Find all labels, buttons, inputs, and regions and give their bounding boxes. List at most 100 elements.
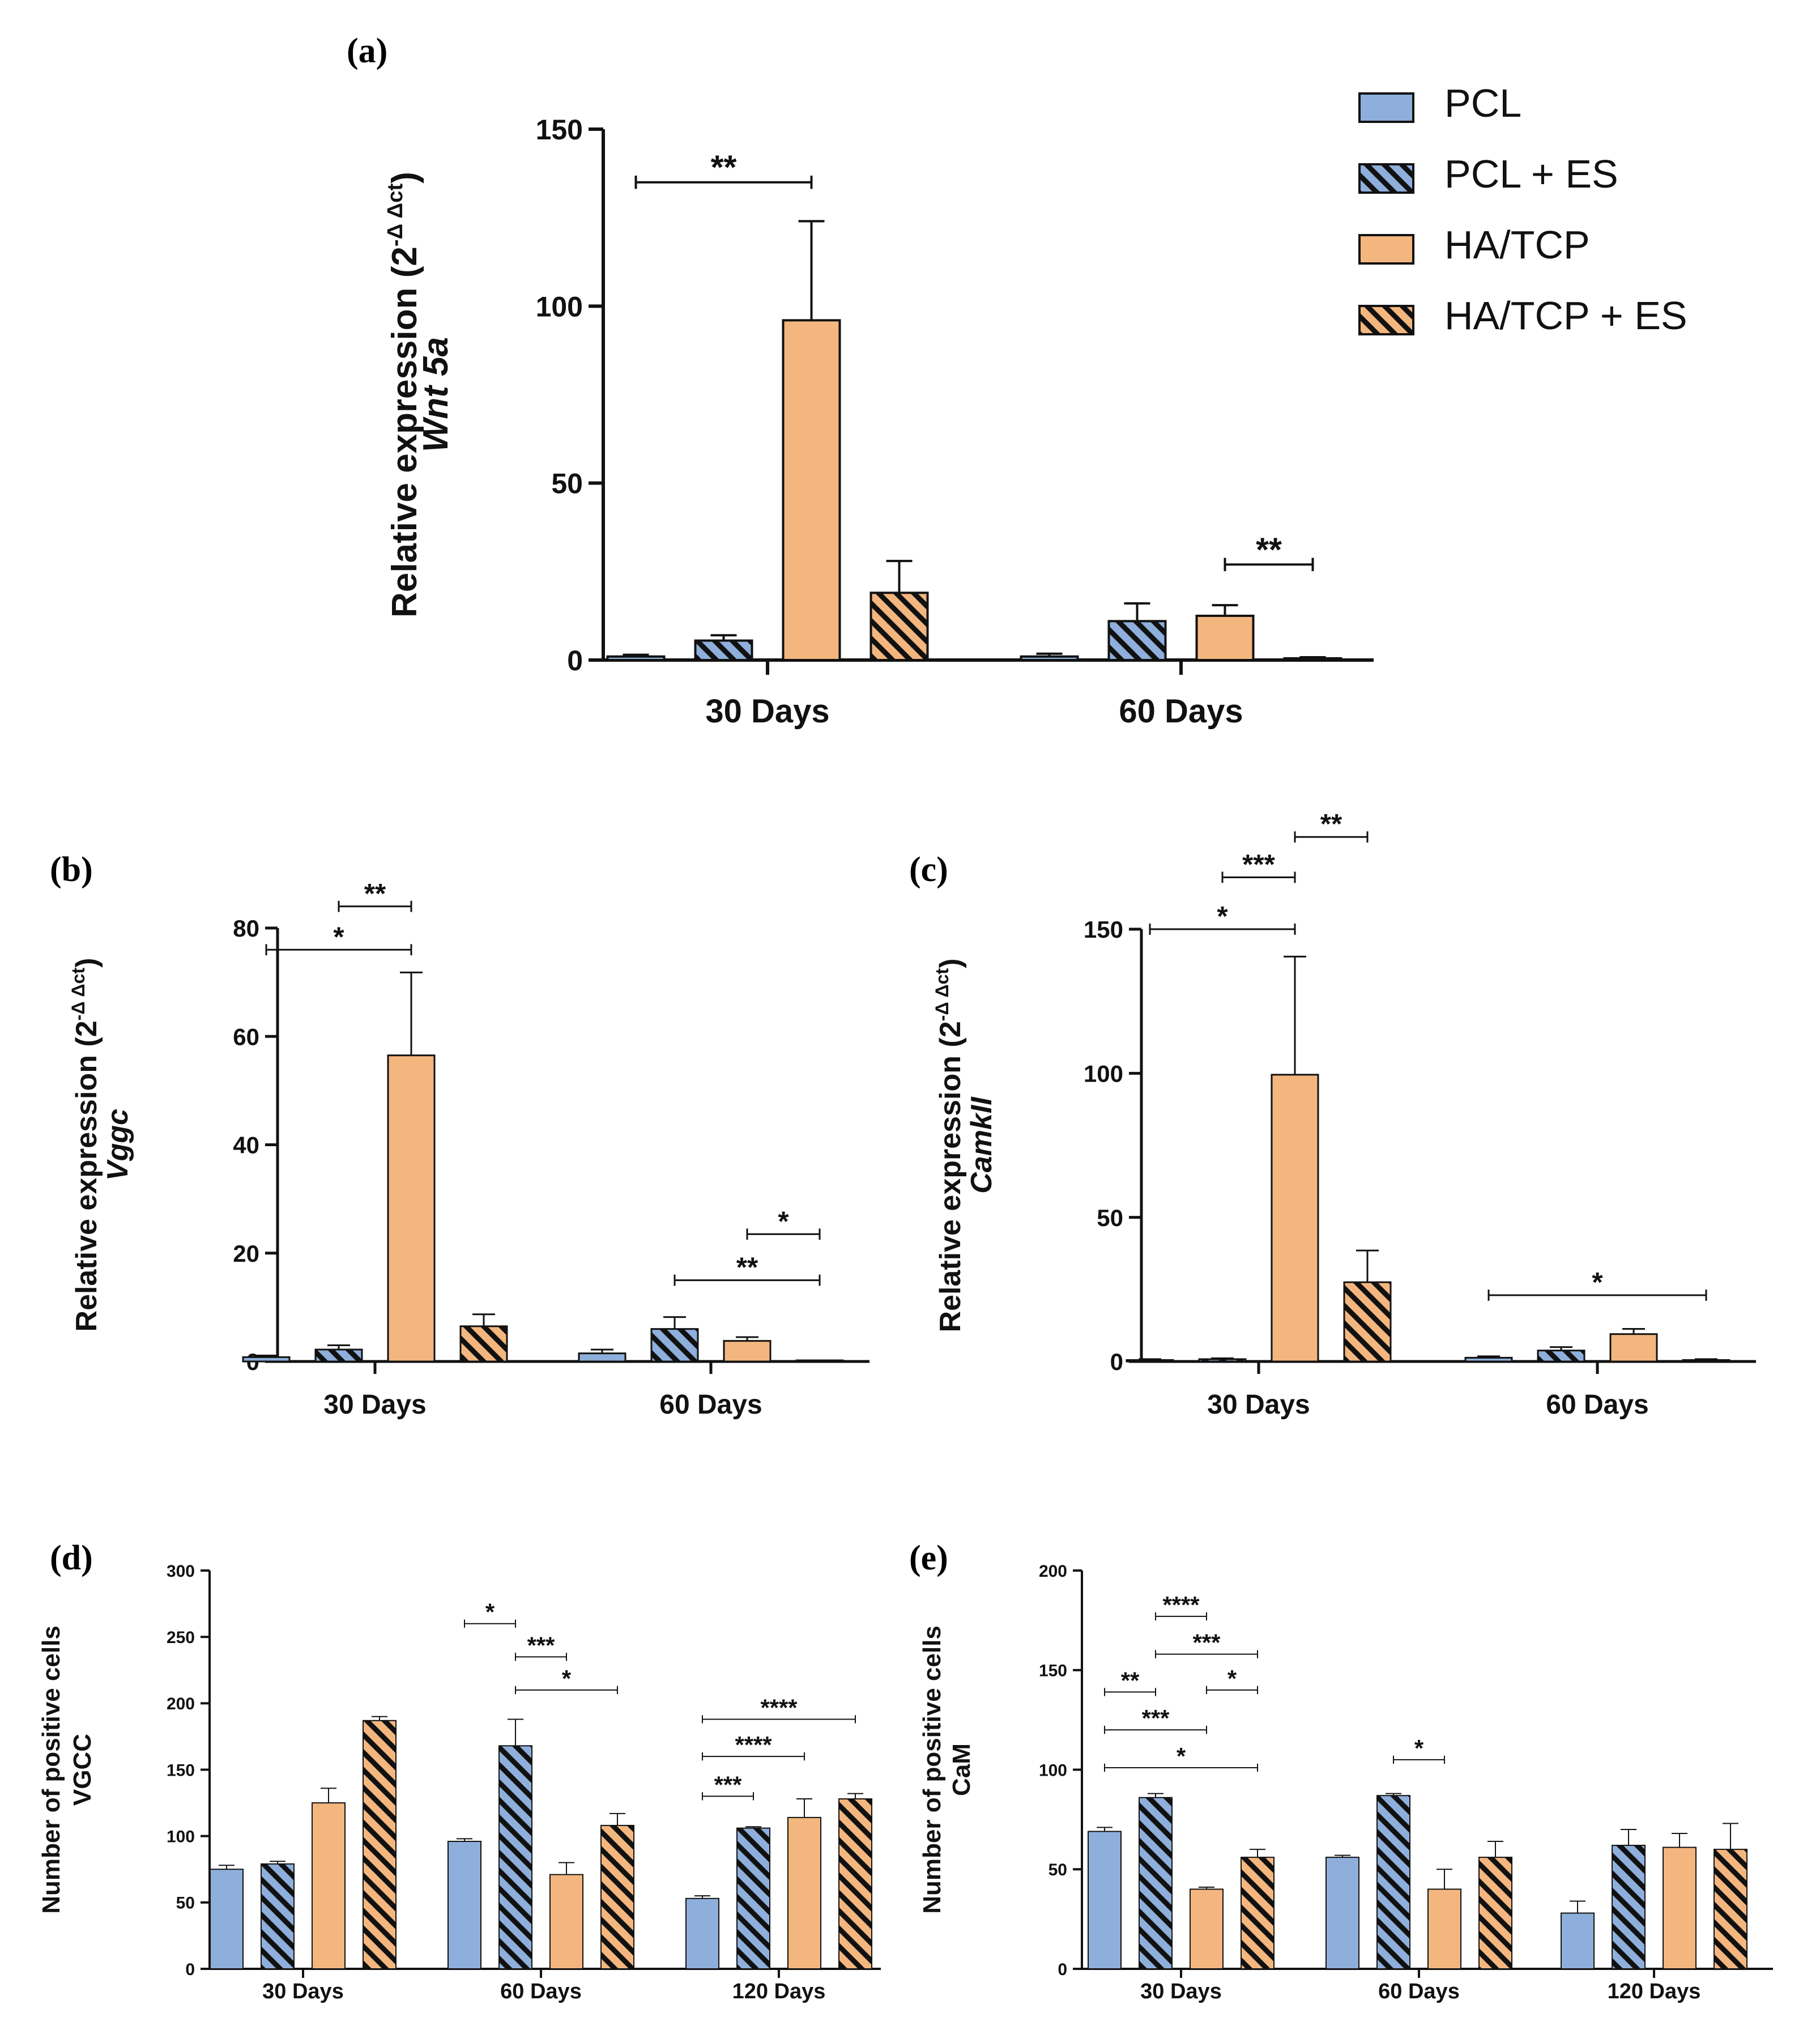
category-label-120-days: 120 Days bbox=[1608, 1980, 1701, 2003]
bar-pcl-120-days bbox=[1561, 1912, 1595, 1970]
y-tick-label: 300 bbox=[167, 1562, 195, 1581]
category-label-30-days: 30 Days bbox=[705, 693, 829, 730]
significance-label: ** bbox=[1121, 1667, 1140, 1693]
category-label-30-days: 30 Days bbox=[323, 1390, 426, 1420]
bar-pcl-es-30-days bbox=[694, 639, 753, 661]
significance-label: **** bbox=[735, 1731, 772, 1758]
bar-ha-tcp-es-60-days bbox=[1478, 1857, 1512, 1969]
y-axis-subtitle: Wnt 5a bbox=[416, 337, 455, 452]
significance-label: * bbox=[1177, 1743, 1186, 1769]
significance-label: *** bbox=[1193, 1629, 1221, 1656]
significance-label: * bbox=[778, 1206, 789, 1237]
significance-label: * bbox=[1217, 901, 1228, 932]
y-tick-label: 250 bbox=[167, 1628, 195, 1647]
bar-pcl-es-120-days bbox=[736, 1827, 770, 1970]
bar-ha-tcp-30-days bbox=[387, 1054, 436, 1363]
bar-ha-tcp-es-120-days bbox=[1714, 1849, 1747, 1970]
bar-ha-tcp-60-days bbox=[723, 1340, 772, 1363]
legend: PCL PCL + ES HA/TCP HA/TCP + ES bbox=[1358, 81, 1687, 338]
y-tick-label: 150 bbox=[1084, 916, 1123, 943]
bar-ha-tcp-es-60-days bbox=[1283, 657, 1342, 662]
bar-pcl-120-days bbox=[685, 1897, 719, 1969]
bar-ha-tcp-30-days bbox=[1271, 1074, 1319, 1363]
significance-label: * bbox=[562, 1665, 572, 1692]
bar-pcl-es-30-days bbox=[314, 1348, 363, 1363]
y-axis-title: Relative expression (2-Δ Δct) bbox=[932, 959, 967, 1333]
y-tick-label: 60 bbox=[233, 1023, 259, 1050]
y-tick-label: 150 bbox=[167, 1761, 195, 1780]
y-axis-title: Number of positive cells bbox=[918, 1626, 946, 1914]
bar-pcl-60-days bbox=[1325, 1857, 1359, 1969]
y-axis-subtitle: VGCC bbox=[69, 1734, 96, 1806]
bar-ha-tcp-es-30-days bbox=[1241, 1857, 1275, 1969]
bar-ha-tcp-60-days bbox=[1427, 1888, 1461, 1969]
legend-swatch bbox=[1358, 92, 1414, 123]
bar-ha-tcp-es-60-days bbox=[1682, 1359, 1731, 1363]
significance-label: *** bbox=[1142, 1705, 1170, 1731]
significance-label: ** bbox=[1320, 809, 1342, 840]
y-tick-label: 20 bbox=[233, 1240, 259, 1267]
category-label-60-days: 60 Days bbox=[659, 1390, 762, 1420]
bar-pcl-30-days bbox=[242, 1356, 291, 1363]
legend-swatch bbox=[1358, 305, 1414, 335]
category-label-30-days: 30 Days bbox=[1207, 1390, 1310, 1420]
y-tick-label: 50 bbox=[551, 468, 583, 500]
y-tick-label: 0 bbox=[1110, 1348, 1123, 1375]
y-axis-title: Relative expression (2-Δ Δct) bbox=[68, 958, 103, 1332]
y-tick-label: 200 bbox=[1039, 1562, 1067, 1581]
significance-label: * bbox=[333, 921, 344, 952]
y-tick-label: 50 bbox=[176, 1894, 195, 1913]
bar-ha-tcp-30-days bbox=[1190, 1888, 1224, 1969]
bar-pcl-30-days bbox=[1126, 1359, 1174, 1363]
significance-label: * bbox=[1414, 1735, 1424, 1761]
y-tick-label: 80 bbox=[233, 915, 259, 942]
bar-ha-tcp-es-120-days bbox=[838, 1798, 872, 1969]
bar-pcl-30-days bbox=[210, 1869, 244, 1969]
y-tick-label: 100 bbox=[536, 291, 583, 322]
legend-label: HA/TCP bbox=[1444, 223, 1590, 267]
panel-letter: (b) bbox=[50, 850, 93, 889]
bar-ha-tcp-es-60-days bbox=[795, 1359, 844, 1363]
bar-pcl-60-days bbox=[578, 1352, 626, 1363]
category-label-30-days: 30 Days bbox=[262, 1980, 344, 2003]
y-axis-title: Relative expression (2-Δ Δct) bbox=[383, 172, 424, 618]
legend-swatch bbox=[1358, 234, 1414, 265]
chart-panel-d: (d) 0 50 100 150 200 250 300 30 Days 60 Days 120 D… bbox=[37, 1539, 881, 2003]
category-label-120-days: 120 Days bbox=[732, 1980, 826, 2003]
y-tick-label: 100 bbox=[1039, 1761, 1067, 1780]
y-tick-label: 200 bbox=[167, 1695, 195, 1713]
y-tick-label: 40 bbox=[233, 1132, 259, 1159]
significance-label: * bbox=[485, 1599, 495, 1626]
category-label-60-days: 60 Days bbox=[500, 1980, 582, 2003]
bar-pcl-60-days bbox=[447, 1841, 481, 1970]
significance-label: *** bbox=[714, 1771, 743, 1798]
panel-letter: (e) bbox=[909, 1539, 948, 1577]
y-axis-subtitle: Vggc bbox=[101, 1109, 134, 1181]
y-tick-label: 100 bbox=[1084, 1060, 1123, 1087]
bar-ha-tcp-120-days bbox=[787, 1816, 821, 1970]
significance-label: * bbox=[1592, 1267, 1603, 1298]
bar-ha-tcp-60-days bbox=[1609, 1333, 1658, 1363]
significance-label: *** bbox=[527, 1632, 556, 1658]
significance-label: * bbox=[1227, 1665, 1237, 1692]
legend-item-pcl-es: PCL + ES bbox=[1358, 152, 1618, 196]
bar-ha-tcp-60-days bbox=[1195, 614, 1255, 661]
y-tick-label: 0 bbox=[185, 1960, 195, 1979]
legend-item-ha-tcp-es: HA/TCP + ES bbox=[1358, 293, 1687, 338]
bar-pcl-es-120-days bbox=[1612, 1845, 1646, 1970]
significance-label: ** bbox=[711, 150, 737, 186]
bar-ha-tcp-30-days bbox=[312, 1802, 346, 1969]
significance-label: *** bbox=[1242, 849, 1275, 880]
panel-letter: (d) bbox=[50, 1539, 93, 1577]
y-tick-label: 150 bbox=[1039, 1662, 1067, 1680]
bar-ha-tcp-es-30-days bbox=[459, 1325, 508, 1363]
y-axis-subtitle: CamkII bbox=[965, 1096, 998, 1194]
significance-label: **** bbox=[760, 1694, 798, 1721]
bar-pcl-es-30-days bbox=[261, 1863, 295, 1970]
y-tick-label: 150 bbox=[536, 114, 583, 146]
